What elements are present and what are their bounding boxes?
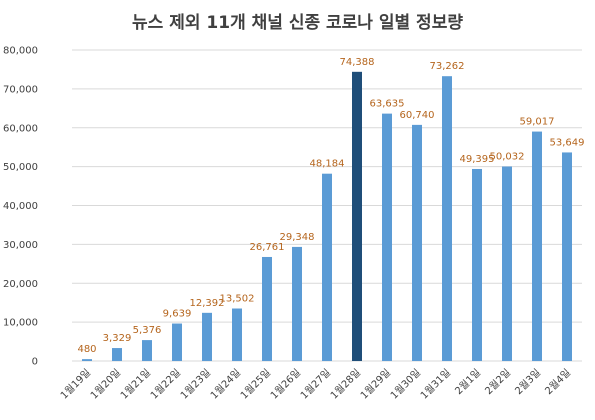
x-tick-label: 1월27일 — [298, 367, 333, 402]
data-label: 59,017 — [520, 117, 555, 128]
x-tick-label: 2월3일 — [513, 367, 543, 397]
x-tick-label: 1월30일 — [388, 367, 423, 402]
bar — [472, 168, 482, 361]
data-label: 74,388 — [340, 57, 375, 68]
bar — [352, 71, 362, 361]
bar — [232, 308, 242, 361]
chart-title: 뉴스 제외 11개 채널 신종 코로나 일별 정보량 — [132, 13, 463, 33]
x-tick-label: 2월1일 — [453, 367, 483, 397]
bar — [382, 113, 392, 362]
data-label: 29,348 — [280, 232, 315, 243]
y-tick-label: 60,000 — [3, 123, 38, 134]
y-tick-label: 70,000 — [3, 84, 38, 95]
data-label: 53,649 — [550, 137, 585, 148]
x-tick-label: 1월21일 — [118, 367, 153, 402]
data-label: 3,329 — [103, 333, 132, 344]
bar — [502, 166, 512, 361]
y-tick-label: 0 — [32, 357, 38, 368]
x-tick-label: 1월19일 — [58, 367, 93, 402]
data-label: 5,376 — [133, 325, 162, 336]
data-label: 50,032 — [490, 152, 525, 163]
y-tick-label: 30,000 — [3, 240, 38, 251]
bar — [412, 124, 422, 361]
y-axis: 0 10,000 20,000 30,000 40,000 50,000 60,000 70,… — [3, 46, 38, 368]
x-axis: 1월19일1월20일1월21일1월22일1월23일1월24일1월25일1월26일… — [58, 367, 573, 402]
data-label: 73,262 — [430, 61, 465, 72]
bar — [142, 340, 152, 361]
x-tick-label: 1월25일 — [238, 367, 273, 402]
bar — [112, 348, 122, 361]
bar — [442, 76, 452, 362]
data-label: 480 — [77, 344, 96, 355]
data-label: 13,502 — [220, 294, 255, 305]
data-label: 48,184 — [310, 159, 345, 170]
data-label: 60,740 — [400, 110, 435, 121]
x-tick-label: 1월28일 — [328, 367, 363, 402]
bar — [262, 256, 272, 361]
y-tick-label: 20,000 — [3, 279, 38, 290]
bar — [562, 152, 572, 361]
x-tick-label: 1월26일 — [268, 367, 303, 402]
y-tick-label: 40,000 — [3, 201, 38, 212]
data-label: 63,635 — [370, 99, 405, 110]
x-tick-label: 2월4일 — [543, 367, 573, 397]
x-tick-label: 1월20일 — [88, 367, 123, 402]
x-tick-label: 1월23일 — [178, 367, 213, 402]
data-label: 12,392 — [190, 298, 225, 309]
bar — [532, 131, 542, 361]
bar — [172, 323, 182, 361]
data-label: 26,761 — [250, 242, 285, 253]
x-tick-label: 1월22일 — [148, 367, 183, 402]
y-tick-label: 80,000 — [3, 46, 38, 57]
x-tick-label: 1월29일 — [358, 367, 393, 402]
data-label: 49,395 — [460, 154, 495, 165]
bars — [82, 71, 572, 362]
x-tick-label: 1월24일 — [208, 367, 243, 402]
x-tick-label: 2월2일 — [483, 367, 513, 397]
bar — [292, 246, 302, 361]
y-tick-label: 50,000 — [3, 162, 38, 173]
data-label: 9,639 — [163, 309, 192, 320]
bar — [322, 173, 332, 361]
x-tick-label: 1월31일 — [418, 367, 453, 402]
y-tick-label: 10,000 — [3, 318, 38, 329]
bar — [82, 359, 92, 361]
bar — [202, 312, 212, 361]
